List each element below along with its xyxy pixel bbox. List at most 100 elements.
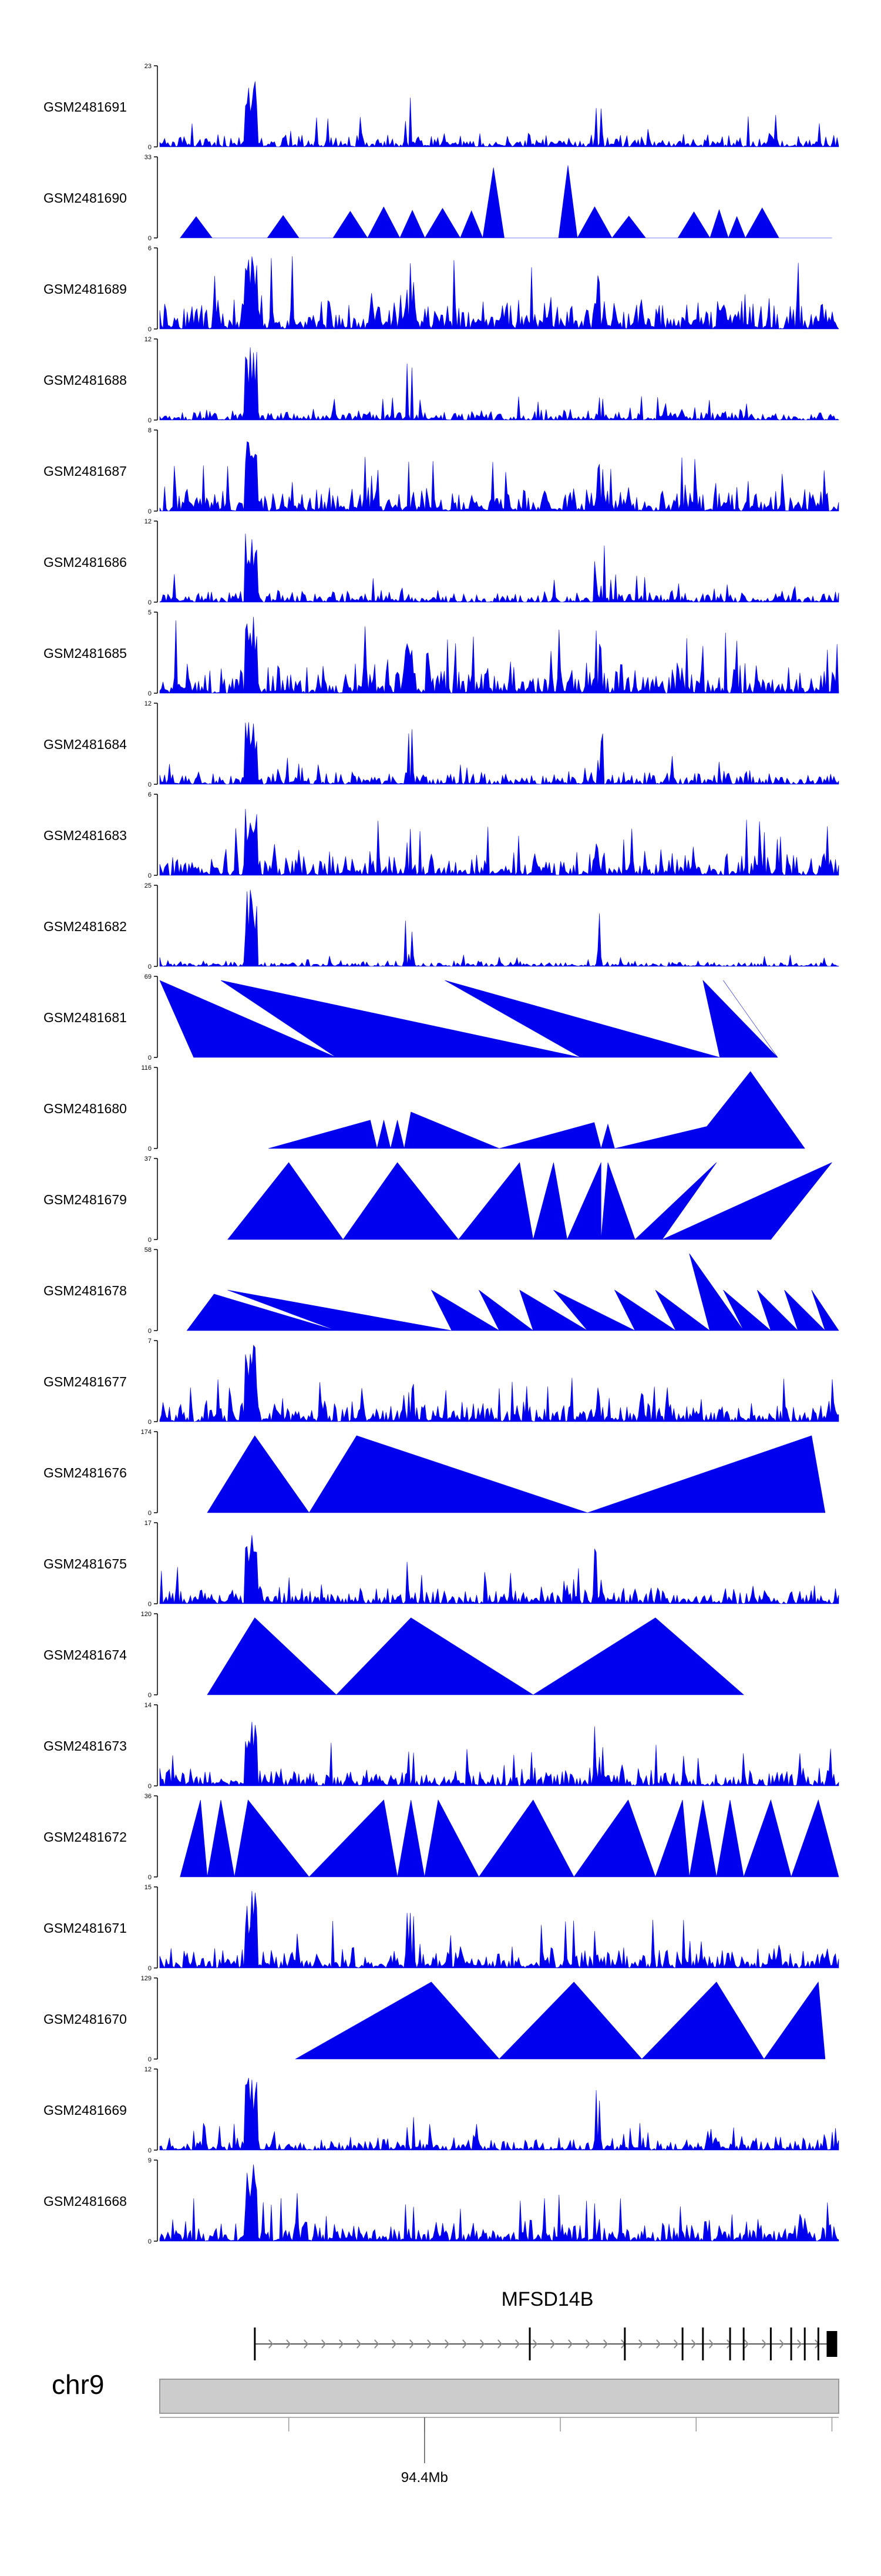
strand-arrow bbox=[321, 2339, 327, 2349]
exon bbox=[742, 2328, 745, 2360]
y-axis-min-label: 0 bbox=[148, 1510, 152, 1517]
y-axis-min-label: 0 bbox=[148, 1601, 152, 1608]
chromosome-label: chr9 bbox=[52, 2369, 104, 2400]
strand-arrow bbox=[762, 2339, 767, 2349]
track-GSM2481685: GSM2481685 5 0 bbox=[43, 609, 839, 697]
y-axis-max-label: 58 bbox=[144, 1247, 152, 1254]
coverage-area bbox=[159, 1535, 839, 1604]
track-GSM2481673: GSM2481673 14 0 bbox=[43, 1702, 839, 1790]
y-axis-max-label: 7 bbox=[148, 1338, 152, 1345]
track-label: GSM2481668 bbox=[43, 2194, 127, 2209]
coverage-area bbox=[295, 1981, 826, 2060]
coverage-area bbox=[159, 81, 839, 147]
y-axis-min-label: 0 bbox=[148, 963, 152, 970]
exon bbox=[790, 2328, 792, 2360]
y-axis-min-label: 0 bbox=[148, 1328, 152, 1335]
strand-arrow bbox=[603, 2339, 608, 2349]
y-axis-max-label: 36 bbox=[144, 1793, 152, 1800]
gene-model bbox=[254, 2328, 838, 2360]
strand-arrow bbox=[674, 2339, 679, 2349]
coverage-area bbox=[207, 1617, 745, 1695]
y-axis-min-label: 0 bbox=[148, 599, 152, 606]
strand-arrow bbox=[339, 2339, 344, 2349]
chromosome-track: chr9 94.4Mb bbox=[52, 2369, 839, 2486]
track-label: GSM2481688 bbox=[43, 372, 127, 388]
track-label: GSM2481690 bbox=[43, 190, 127, 206]
y-axis-max-label: 120 bbox=[141, 1611, 152, 1618]
y-axis-min-label: 0 bbox=[148, 781, 152, 788]
track-GSM2481677: GSM2481677 7 0 bbox=[43, 1338, 839, 1426]
strand-arrow bbox=[744, 2339, 749, 2349]
y-axis-min-label: 0 bbox=[148, 1419, 152, 1426]
track-GSM2481669: GSM2481669 12 0 bbox=[43, 2066, 839, 2154]
track-label: GSM2481682 bbox=[43, 919, 127, 934]
y-axis-max-label: 33 bbox=[144, 154, 152, 161]
track-label: GSM2481671 bbox=[43, 1920, 127, 1936]
track-GSM2481675: GSM2481675 17 0 bbox=[43, 1520, 839, 1608]
y-axis-max-label: 25 bbox=[144, 882, 152, 889]
y-axis-min-label: 0 bbox=[148, 1783, 152, 1790]
y-axis-min-label: 0 bbox=[148, 1054, 152, 1062]
coverage-area bbox=[159, 616, 839, 694]
track-label: GSM2481687 bbox=[43, 464, 127, 479]
track-label: GSM2481676 bbox=[43, 1465, 127, 1480]
y-axis-min-label: 0 bbox=[148, 1237, 152, 1244]
y-axis-min-label: 0 bbox=[148, 326, 152, 333]
exon bbox=[681, 2328, 684, 2360]
exon bbox=[826, 2331, 838, 2357]
track-GSM2481682: GSM2481682 25 0 bbox=[43, 882, 839, 970]
y-axis-min-label: 0 bbox=[148, 1874, 152, 1881]
coverage-area bbox=[227, 1162, 832, 1241]
y-axis-max-label: 9 bbox=[148, 2157, 152, 2164]
track-label: GSM2481681 bbox=[43, 1010, 127, 1025]
track-label: GSM2481689 bbox=[43, 281, 127, 297]
exon bbox=[702, 2328, 704, 2360]
strand-arrow bbox=[374, 2339, 379, 2349]
y-axis-max-label: 8 bbox=[148, 427, 152, 434]
chromosome-ideogram bbox=[159, 2379, 839, 2414]
strand-arrow bbox=[286, 2339, 291, 2349]
strand-arrow bbox=[497, 2339, 503, 2349]
exon bbox=[529, 2328, 531, 2360]
y-axis-max-label: 5 bbox=[148, 609, 152, 616]
track-GSM2481679: GSM2481679 37 0 bbox=[43, 1156, 832, 1244]
y-axis-min-label: 0 bbox=[148, 2147, 152, 2154]
track-GSM2481678: GSM2481678 58 0 bbox=[43, 1247, 839, 1335]
y-axis-max-label: 12 bbox=[144, 336, 152, 343]
strand-arrow bbox=[533, 2339, 538, 2349]
coverage-area bbox=[159, 2164, 839, 2242]
coverage-area bbox=[186, 1253, 839, 1331]
y-axis-min-label: 0 bbox=[148, 1692, 152, 1699]
y-axis-max-label: 174 bbox=[141, 1429, 152, 1436]
strand-arrow bbox=[427, 2339, 432, 2349]
exon bbox=[769, 2328, 772, 2360]
y-axis-max-label: 12 bbox=[144, 700, 152, 707]
coverage-area bbox=[159, 441, 839, 512]
chromosome-axis bbox=[160, 2417, 839, 2463]
strand-arrow bbox=[656, 2339, 661, 2349]
track-label: GSM2481680 bbox=[43, 1101, 127, 1116]
y-axis-max-label: 12 bbox=[144, 2066, 152, 2073]
strand-arrow bbox=[779, 2339, 785, 2349]
y-axis-max-label: 6 bbox=[148, 245, 152, 252]
y-axis-max-label: 6 bbox=[148, 791, 152, 798]
strand-arrow bbox=[409, 2339, 415, 2349]
strand-arrow bbox=[691, 2339, 697, 2349]
track-label: GSM2481678 bbox=[43, 1283, 127, 1298]
coverage-area bbox=[159, 979, 778, 1058]
coverage-area bbox=[159, 2078, 839, 2151]
track-label: GSM2481669 bbox=[43, 2103, 127, 2118]
track-GSM2481690: GSM2481690 33 0 bbox=[43, 154, 832, 242]
track-GSM2481680: GSM2481680 116 0 bbox=[43, 1064, 805, 1153]
gene-label: MFSD14B bbox=[502, 2288, 594, 2310]
y-axis-max-label: 23 bbox=[144, 63, 152, 70]
strand-arrow bbox=[357, 2339, 362, 2349]
coverage-area bbox=[180, 1799, 839, 1878]
track-GSM2481689: GSM2481689 6 0 bbox=[43, 245, 839, 333]
track-label: GSM2481684 bbox=[43, 737, 127, 752]
y-axis-min-label: 0 bbox=[148, 872, 152, 879]
track-GSM2481670: GSM2481670 129 0 bbox=[43, 1975, 826, 2063]
axis-tick-label: 94.4Mb bbox=[401, 2470, 448, 2486]
